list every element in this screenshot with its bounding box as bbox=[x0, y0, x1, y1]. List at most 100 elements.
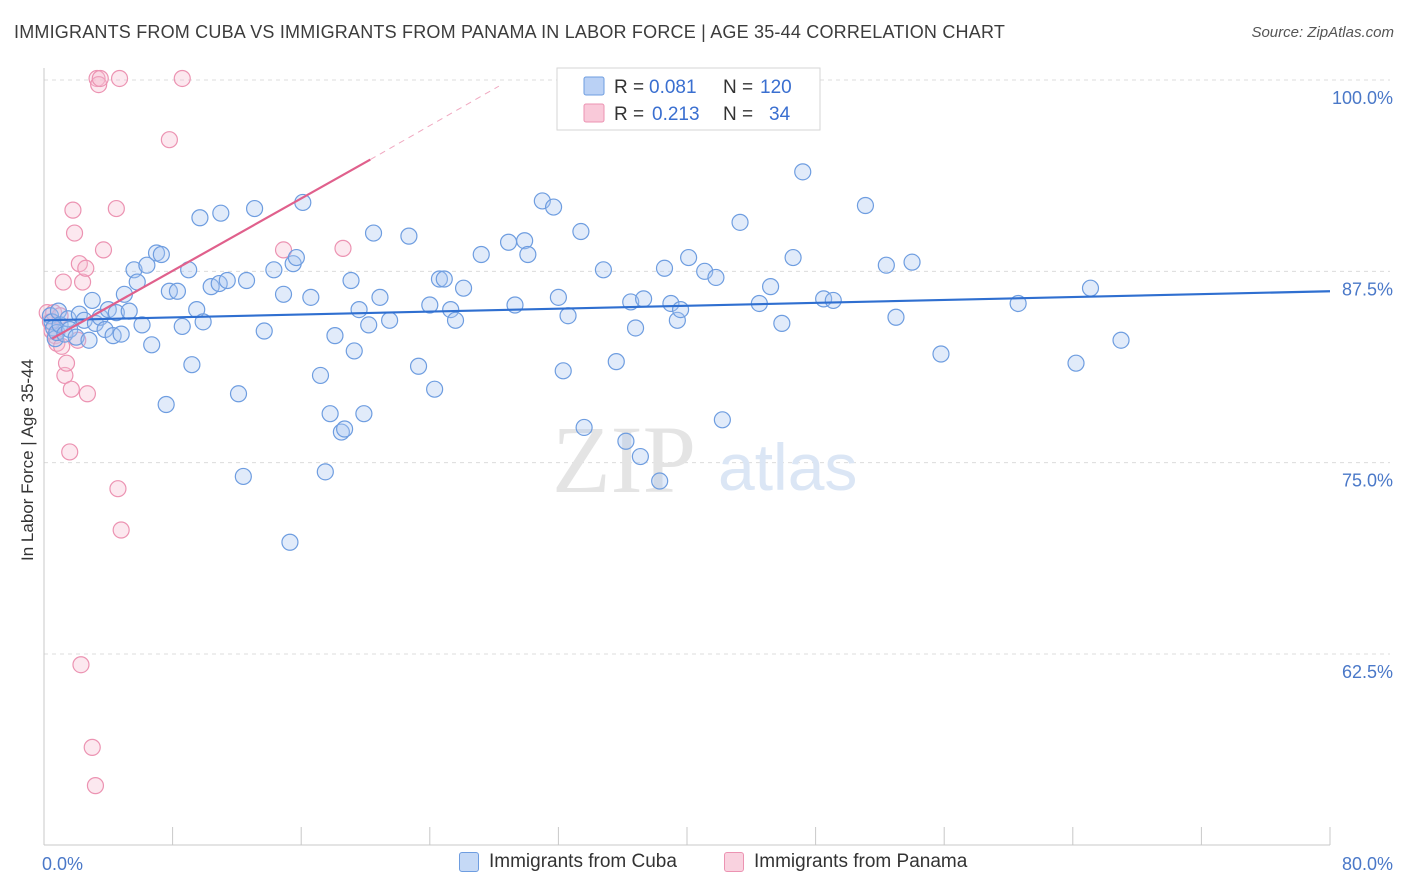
series-legend: Immigrants from Cuba Immigrants from Pan… bbox=[0, 851, 1406, 877]
data-point-cuba bbox=[138, 256, 156, 274]
data-point-cuba bbox=[1112, 331, 1130, 349]
data-point-cuba bbox=[651, 472, 669, 490]
data-point-cuba bbox=[229, 385, 248, 403]
data-point-panama bbox=[173, 69, 191, 88]
watermark-zip: ZIP bbox=[552, 406, 696, 513]
data-point-panama bbox=[91, 69, 109, 88]
x-tick-label: 80.0% bbox=[1342, 854, 1393, 874]
data-point-cuba bbox=[107, 304, 125, 322]
watermark-atlas: atlas bbox=[718, 430, 857, 504]
data-point-cuba bbox=[274, 285, 293, 303]
data-point-cuba bbox=[572, 222, 590, 241]
legend-label-panama: Immigrants from Panama bbox=[754, 851, 968, 872]
data-point-panama bbox=[90, 75, 108, 94]
trendline-cuba bbox=[43, 290, 1331, 322]
legend-r-value-cuba: 0.081 bbox=[649, 77, 697, 98]
data-point-cuba bbox=[426, 380, 444, 398]
data-point-cuba bbox=[607, 353, 625, 371]
data-point-cuba bbox=[133, 316, 151, 334]
x-axis-ticks bbox=[43, 827, 1331, 845]
x-axis-tick-labels: 0.0% 80.0% bbox=[42, 854, 1393, 874]
stats-legend: R = 0.081 N = 120 R = 0.213 N = 34 bbox=[556, 67, 821, 131]
data-point-cuba bbox=[255, 322, 273, 340]
data-point-cuba bbox=[713, 411, 731, 429]
data-point-panama bbox=[72, 656, 90, 674]
trendline-panama-extension bbox=[370, 85, 500, 161]
cuba-series bbox=[41, 163, 1130, 551]
legend-r-value-panama: 0.213 bbox=[652, 104, 700, 125]
data-point-cuba bbox=[824, 291, 842, 310]
data-point-cuba bbox=[218, 271, 236, 290]
data-point-cuba bbox=[655, 259, 674, 277]
data-point-cuba bbox=[1067, 354, 1085, 372]
legend-swatch-panama-bottom bbox=[724, 852, 744, 872]
trend-lines bbox=[43, 85, 1331, 340]
data-point-cuba bbox=[183, 356, 201, 374]
data-point-cuba bbox=[446, 311, 465, 329]
legend-r-label-panama: R = bbox=[614, 104, 644, 125]
data-point-panama bbox=[110, 69, 129, 88]
data-point-panama bbox=[112, 521, 130, 539]
data-point-panama bbox=[64, 201, 82, 219]
legend-swatch-cuba bbox=[583, 76, 605, 96]
data-point-cuba bbox=[157, 395, 175, 414]
data-point-cuba bbox=[549, 288, 568, 306]
x-tick-label: 0.0% bbox=[42, 854, 83, 874]
data-point-panama bbox=[62, 380, 80, 398]
y-tick-label: 87.5% bbox=[1342, 279, 1393, 299]
data-point-panama bbox=[77, 259, 95, 277]
data-point-cuba bbox=[634, 290, 653, 308]
data-point-panama bbox=[94, 241, 113, 259]
data-point-cuba bbox=[400, 227, 418, 245]
data-point-cuba bbox=[212, 204, 230, 222]
data-point-panama bbox=[73, 273, 92, 291]
data-point-cuba bbox=[83, 291, 101, 310]
y-tick-label: 100.0% bbox=[1332, 88, 1393, 108]
data-point-panama bbox=[86, 777, 105, 795]
data-point-cuba bbox=[430, 270, 449, 288]
y-tick-label: 62.5% bbox=[1342, 662, 1393, 682]
legend-item-cuba: Immigrants from Cuba bbox=[459, 851, 677, 873]
data-point-cuba bbox=[143, 336, 161, 354]
chart-title: IMMIGRANTS FROM CUBA VS IMMIGRANTS FROM … bbox=[14, 22, 1006, 42]
data-point-cuba bbox=[234, 467, 252, 486]
legend-n-value-cuba: 120 bbox=[760, 77, 792, 98]
legend-n-label-cuba: N = bbox=[723, 77, 753, 98]
legend-swatch-cuba-bottom bbox=[459, 852, 479, 872]
legend-n-value-panama: 34 bbox=[769, 104, 791, 125]
data-point-cuba bbox=[680, 248, 698, 267]
data-point-cuba bbox=[421, 296, 439, 314]
data-point-cuba bbox=[671, 301, 690, 319]
data-point-panama bbox=[83, 738, 101, 756]
data-point-cuba bbox=[316, 463, 334, 481]
data-point-cuba bbox=[668, 311, 686, 329]
data-point-cuba bbox=[519, 245, 537, 264]
data-point-cuba bbox=[245, 199, 264, 218]
data-point-cuba bbox=[168, 282, 187, 300]
data-point-cuba bbox=[903, 253, 921, 271]
data-point-cuba bbox=[409, 357, 428, 375]
panama-series bbox=[38, 69, 352, 795]
data-point-panama bbox=[334, 239, 352, 257]
data-point-cuba bbox=[575, 418, 593, 437]
data-point-cuba bbox=[67, 328, 85, 346]
watermark: ZIP atlas bbox=[552, 406, 857, 513]
data-point-panama bbox=[78, 385, 97, 403]
data-point-cuba bbox=[435, 270, 453, 288]
data-point-panama bbox=[54, 273, 72, 291]
data-point-cuba bbox=[336, 420, 354, 438]
legend-item-panama: Immigrants from Panama bbox=[724, 851, 967, 873]
source-label: Source: ZipAtlas.com bbox=[1251, 24, 1394, 41]
data-point-cuba bbox=[342, 271, 360, 290]
data-point-cuba bbox=[381, 311, 399, 329]
data-point-cuba bbox=[554, 362, 572, 380]
data-point-cuba bbox=[287, 248, 305, 267]
data-point-cuba bbox=[173, 317, 191, 336]
y-axis-tick-labels: 100.0% 87.5% 75.0% 62.5% bbox=[1332, 88, 1393, 682]
data-point-cuba bbox=[761, 278, 780, 296]
data-point-cuba bbox=[559, 307, 577, 325]
data-point-cuba bbox=[472, 245, 490, 264]
data-point-cuba bbox=[360, 316, 378, 334]
data-point-panama bbox=[107, 199, 125, 218]
data-point-cuba bbox=[345, 342, 363, 360]
